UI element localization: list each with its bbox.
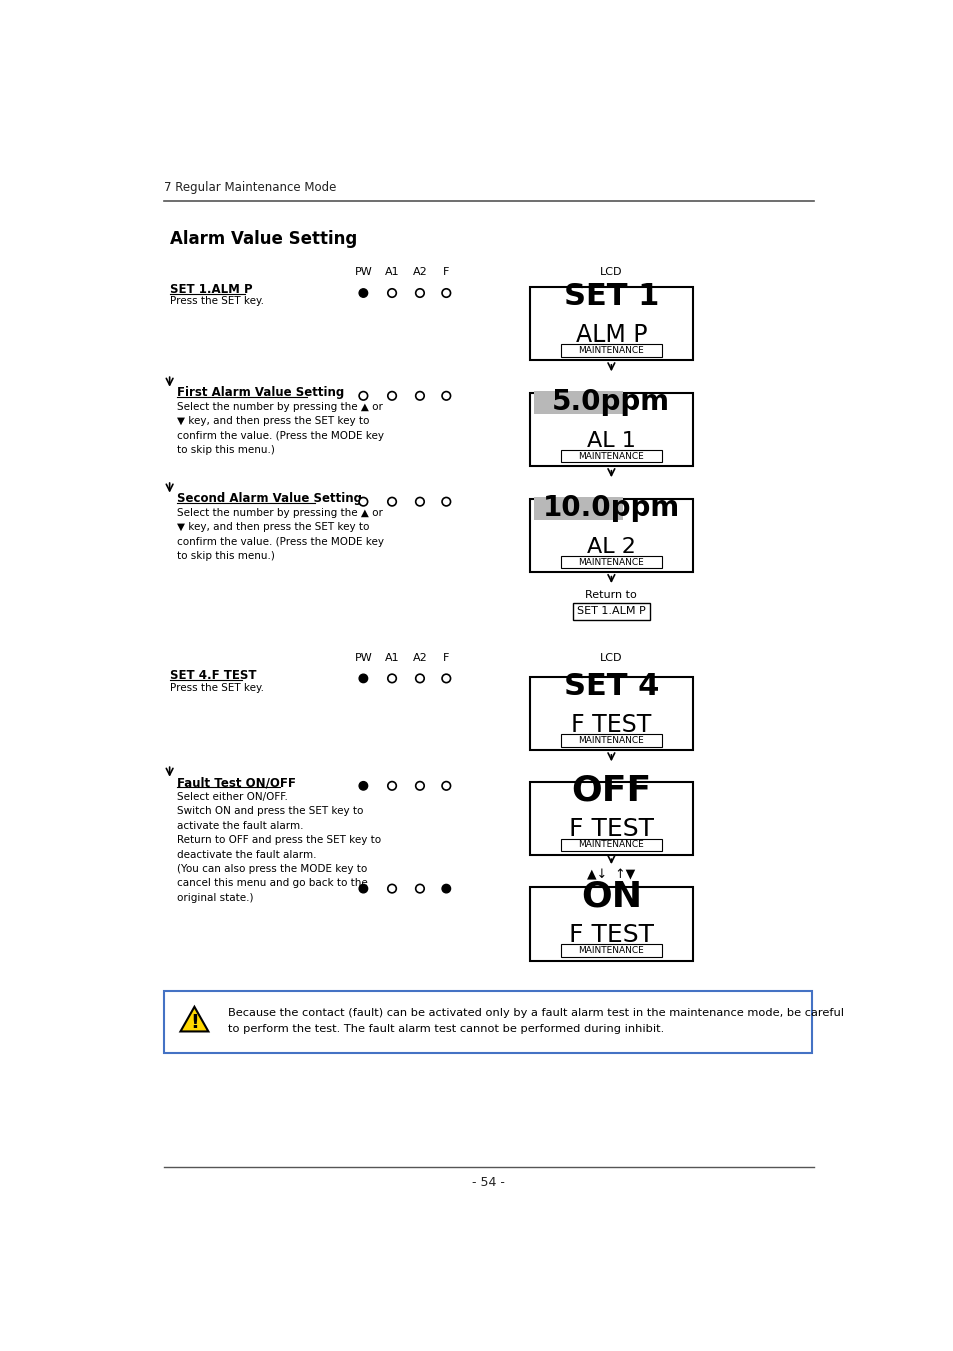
Text: Select either ON/OFF.
Switch ON and press the SET key to
activate the fault alar: Select either ON/OFF. Switch ON and pres… [177,792,381,902]
Text: MAINTENANCE: MAINTENANCE [578,840,643,850]
Text: Press the SET key.: Press the SET key. [170,682,263,693]
Text: 10.0ppm: 10.0ppm [542,494,679,523]
Text: MAINTENANCE: MAINTENANCE [578,451,643,461]
Text: Because the contact (fault) can be activated only by a fault alarm test in the m: Because the contact (fault) can be activ… [228,1008,842,1034]
Circle shape [441,289,450,297]
Text: 5.0ppm: 5.0ppm [552,388,670,416]
Circle shape [441,885,450,893]
Text: A2: A2 [412,267,427,277]
Circle shape [416,289,424,297]
Text: A2: A2 [412,654,427,663]
Text: ON: ON [580,880,641,913]
Text: SET 1.ALM P: SET 1.ALM P [170,282,252,296]
Circle shape [387,392,395,400]
Text: ALM P: ALM P [575,323,646,347]
Text: SET 1: SET 1 [563,282,659,311]
Bar [530,677,692,750]
Bar [530,288,692,361]
Text: F TEST: F TEST [568,923,653,947]
Text: Select the number by pressing the ▲ or
▼ key, and then press the SET key to
conf: Select the number by pressing the ▲ or ▼… [177,508,384,561]
Circle shape [441,497,450,505]
Circle shape [441,674,450,682]
Bar [560,450,661,462]
Text: F: F [442,654,449,663]
Text: Return to: Return to [585,590,637,600]
Circle shape [387,674,395,682]
Circle shape [441,782,450,790]
Text: LCD: LCD [599,654,622,663]
Text: Select the number by pressing the ▲ or
▼ key, and then press the SET key to
conf: Select the number by pressing the ▲ or ▼… [177,403,384,455]
Circle shape [387,885,395,893]
Bar [530,499,692,571]
Text: OFF: OFF [571,774,651,808]
Text: 7 Regular Maintenance Mode: 7 Regular Maintenance Mode [164,181,336,195]
Bar [534,390,622,413]
Text: - 54 -: - 54 - [472,1175,505,1189]
Text: MAINTENANCE: MAINTENANCE [578,736,643,744]
Bar [560,557,661,569]
Text: SET 1.ALM P: SET 1.ALM P [577,607,645,616]
Polygon shape [180,1006,208,1031]
Text: Press the SET key.: Press the SET key. [170,296,263,307]
Circle shape [358,497,367,505]
Circle shape [387,782,395,790]
Text: A1: A1 [384,654,399,663]
Text: PW: PW [355,267,372,277]
Text: Fault Test ON/OFF: Fault Test ON/OFF [177,777,296,789]
Text: Second Alarm Value Setting: Second Alarm Value Setting [177,492,362,505]
Circle shape [358,392,367,400]
Bar [560,345,661,357]
Text: MAINTENANCE: MAINTENANCE [578,346,643,355]
Circle shape [358,885,367,893]
Bar [560,944,661,957]
Bar [560,839,661,851]
Text: PW: PW [355,654,372,663]
Bar [534,497,622,520]
Text: AL 1: AL 1 [586,431,635,451]
Circle shape [441,392,450,400]
Text: A1: A1 [384,267,399,277]
Circle shape [416,392,424,400]
Text: First Alarm Value Setting: First Alarm Value Setting [177,386,344,400]
Text: F TEST: F TEST [568,817,653,842]
Bar [530,393,692,466]
Circle shape [416,497,424,505]
Circle shape [387,289,395,297]
Text: F: F [442,267,449,277]
Circle shape [416,885,424,893]
Text: LCD: LCD [599,267,622,277]
Bar [530,782,692,855]
Circle shape [358,782,367,790]
Circle shape [416,674,424,682]
Text: MAINTENANCE: MAINTENANCE [578,558,643,566]
Text: AL 2: AL 2 [586,536,635,557]
Text: SET 4: SET 4 [563,671,659,701]
Circle shape [416,782,424,790]
Text: !: ! [190,1013,198,1032]
Circle shape [387,497,395,505]
Circle shape [358,289,367,297]
Text: Alarm Value Setting: Alarm Value Setting [170,230,356,249]
Text: SET 4.F TEST: SET 4.F TEST [170,669,255,682]
Bar [572,603,649,620]
Bar [164,992,811,1052]
Text: MAINTENANCE: MAINTENANCE [578,946,643,955]
Text: F TEST: F TEST [571,713,651,738]
Bar [560,734,661,747]
Circle shape [358,674,367,682]
Bar [530,888,692,961]
Text: ▲↓  ↑▼: ▲↓ ↑▼ [587,869,635,881]
